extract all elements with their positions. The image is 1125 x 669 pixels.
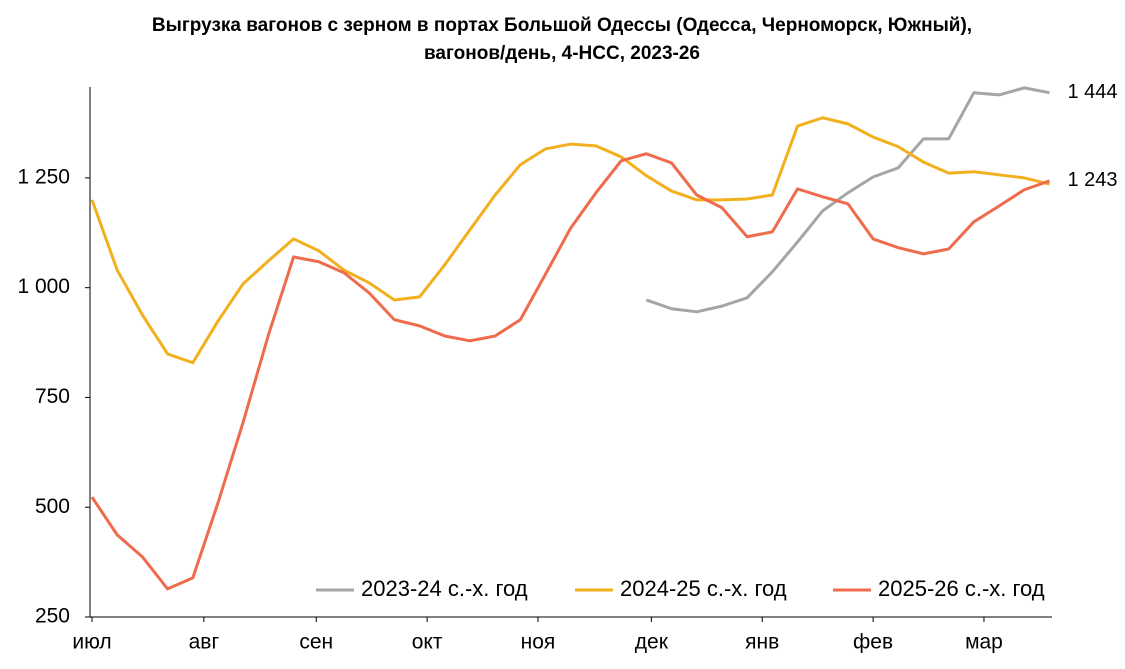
x-tick-label: янв: [745, 631, 779, 654]
chart-title: вагонов/день, 4-НСС, 2023-26: [424, 43, 700, 64]
x-tick-label: июл: [72, 631, 111, 654]
end-label: 1 444: [1067, 81, 1117, 103]
end-label: 1 243: [1067, 169, 1117, 191]
legend-label: 2025-26 с.-х. год: [878, 576, 1045, 601]
y-tick-label: 1 250: [17, 165, 70, 188]
series-line: [645, 86, 1050, 314]
x-tick-label: мар: [965, 631, 1003, 654]
legend-label: 2023-24 с.-х. год: [361, 576, 528, 601]
x-tick-label: окт: [412, 631, 443, 654]
y-tick-label: 250: [35, 605, 70, 628]
y-tick-label: 1 000: [17, 275, 70, 298]
y-tick-label: 500: [35, 495, 70, 518]
x-tick-label: дек: [635, 631, 669, 654]
x-tick-label: ноя: [521, 631, 556, 654]
y-tick-label: 750: [35, 385, 70, 408]
series-line: [90, 152, 1050, 591]
x-tick-label: фев: [853, 631, 893, 654]
chart-title: Выгрузка вагонов с зерном в портах Больш…: [152, 15, 972, 36]
series-line: [90, 116, 1050, 365]
legend-label: 2024-25 с.-х. год: [620, 576, 787, 601]
x-tick-label: сен: [299, 631, 333, 654]
x-tick-label: авг: [189, 631, 220, 654]
